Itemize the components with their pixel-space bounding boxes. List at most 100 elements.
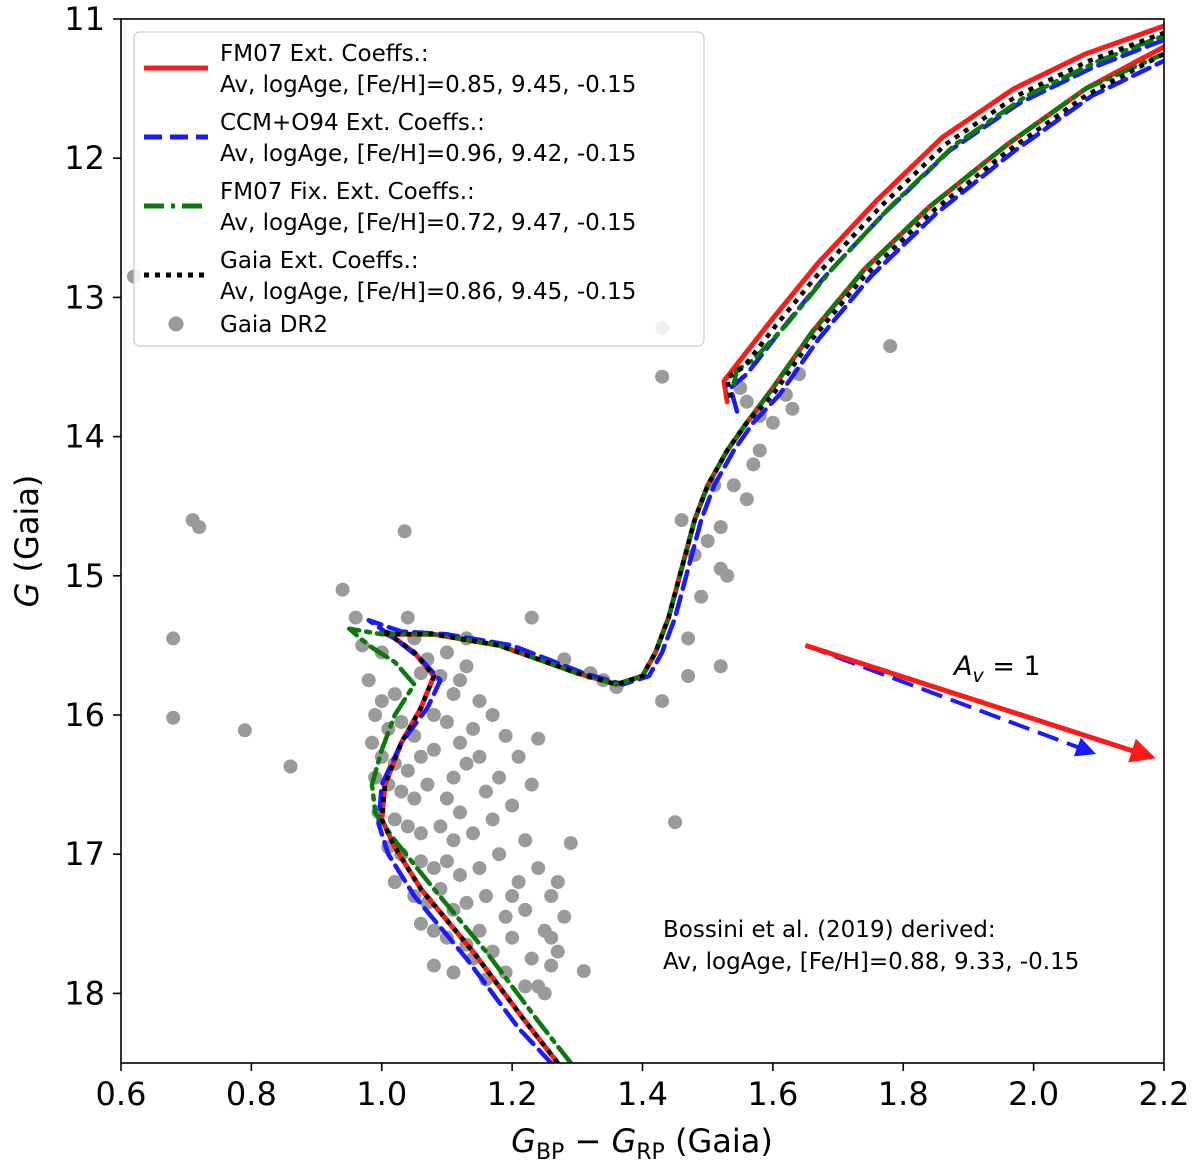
gaia-dr2-point	[426, 923, 441, 938]
legend-swatch-dr2	[168, 316, 184, 332]
legend-box	[133, 31, 705, 347]
gaia-dr2-point	[420, 777, 435, 792]
gaia-dr2-point	[453, 735, 467, 750]
y-tick-label: 16	[64, 696, 105, 734]
gaia-dr2-point	[426, 708, 441, 722]
gaia-dr2-point	[472, 694, 487, 709]
x-tick-label: 1.8	[878, 1075, 929, 1113]
gaia-dr2-point	[505, 798, 520, 813]
gaia-dr2-point	[883, 339, 898, 354]
gaia-dr2-point	[537, 923, 552, 938]
gaia-dr2-point	[459, 756, 474, 771]
gaia-dr2-point	[335, 582, 350, 597]
gaia-dr2-point	[518, 833, 533, 848]
isochrone-lines	[346, 23, 1164, 1063]
legend-label-fm07fix-line2: Av, logAge, [Fe/H]=0.72, 9.47, -0.15	[220, 210, 636, 236]
y-tick-label: 11	[64, 0, 105, 38]
gaia-dr2-point	[453, 673, 467, 688]
legend-label-gaia-line2: Av, logAge, [Fe/H]=0.86, 9.45, -0.15	[220, 279, 636, 305]
y-tick-label: 13	[64, 278, 105, 316]
x-tick-label: 1.2	[487, 1075, 538, 1113]
reddening-vector-fm07	[804, 643, 1156, 763]
y-tick-label: 14	[64, 418, 105, 456]
gaia-dr2-point	[576, 964, 591, 979]
gaia-dr2-point	[668, 815, 683, 830]
gaia-dr2-point	[681, 669, 696, 683]
isochrone-dashed-line	[366, 58, 1164, 1063]
gaia-dr2-point	[365, 735, 379, 750]
annotation-line2: Av, logAge, [Fe/H]=0.88, 9.33, -0.15	[663, 949, 1079, 975]
gaia-dr2-point	[765, 415, 780, 430]
gaia-dr2-point	[387, 812, 402, 827]
gaia-dr2-point	[531, 861, 546, 876]
y-tick-label: 15	[64, 557, 105, 595]
gaia-dr2-point	[524, 777, 539, 792]
gaia-dr2-point	[492, 847, 507, 862]
gaia-dr2-point	[713, 659, 728, 674]
gaia-dr2-point	[400, 610, 415, 625]
isochrone-dotted-line	[379, 51, 1164, 1063]
gaia-dr2-point	[752, 443, 767, 458]
gaia-dr2-point	[498, 728, 513, 743]
gaia-dr2-point	[459, 895, 474, 910]
gaia-dr2-point	[479, 784, 493, 799]
gaia-dr2-point	[531, 731, 546, 746]
gaia-dr2-point	[237, 723, 252, 738]
gaia-dr2-point	[544, 958, 559, 973]
x-axis-label: GBP − GRP (Gaia)	[511, 1122, 773, 1165]
gaia-dr2-point	[694, 589, 709, 604]
gaia-dr2-point	[361, 673, 376, 688]
x-tick-label: 0.8	[226, 1075, 277, 1113]
y-axis-label: G (Gaia)	[8, 475, 46, 608]
gaia-dr2-point	[400, 819, 415, 834]
gaia-dr2-point	[557, 652, 572, 667]
gaia-dr2-point	[439, 715, 454, 729]
gaia-dr2-point	[413, 826, 428, 841]
gaia-dr2-point	[446, 770, 461, 785]
gaia-dr2-point	[479, 889, 493, 903]
gaia-dr2-point	[283, 759, 298, 774]
gaia-dr2-point	[453, 868, 467, 883]
gaia-dr2-point	[439, 791, 454, 806]
gaia-dr2-point	[387, 687, 402, 702]
legend-label-fm07-line2: Av, logAge, [Fe/H]=0.85, 9.45, -0.15	[220, 72, 636, 98]
gaia-dr2-point	[466, 826, 480, 841]
gaia-dr2-point	[746, 457, 761, 472]
y-tick-label: 17	[64, 835, 105, 873]
gaia-dr2-point	[505, 889, 520, 903]
x-axis-ticks: 0.6 0.8 1.0 1.2 1.4 1.6 1.8 2.0 2.2	[96, 1063, 1190, 1113]
gaia-dr2-point	[446, 833, 461, 848]
legend: FM07 Ext. Coeffs.: Av, logAge, [Fe/H]=0.…	[133, 31, 705, 347]
gaia-dr2-point	[505, 930, 520, 945]
gaia-dr2-point	[739, 492, 754, 507]
gaia-dr2-point	[524, 610, 539, 625]
legend-label-ccm-line1: CCM+O94 Ext. Coeffs.:	[220, 110, 485, 136]
gaia-dr2-point	[681, 631, 696, 646]
gaia-dr2-point	[166, 631, 181, 646]
x-tick-label: 2.0	[1008, 1075, 1059, 1113]
reddening-vector-label: Av = 1	[952, 651, 1041, 687]
gaia-dr2-point	[446, 687, 461, 702]
legend-label-fm07fix-line1: FM07 Fix. Ext. Coeffs.:	[220, 179, 475, 205]
gaia-dr2-point	[785, 401, 800, 416]
gaia-dr2-point	[485, 812, 500, 827]
gaia-dr2-point	[413, 666, 428, 681]
x-tick-label: 2.2	[1139, 1075, 1190, 1113]
x-tick-label: 1.0	[356, 1075, 407, 1113]
gaia-dr2-point	[459, 659, 474, 674]
x-tick-label: 0.6	[96, 1075, 147, 1113]
gaia-dr2-point	[374, 694, 389, 709]
gaia-dr2-point	[368, 708, 383, 722]
isochrone-solid-line	[721, 23, 1164, 405]
gaia-dr2-point	[439, 854, 454, 869]
gaia-dr2-point	[537, 986, 552, 1001]
gaia-dr2-point	[426, 958, 441, 973]
gaia-dr2-point	[400, 763, 415, 778]
gaia-dr2-point	[433, 819, 448, 834]
gaia-dr2-point	[472, 749, 487, 764]
gaia-dr2-point	[739, 394, 754, 409]
gaia-dr2-point	[397, 524, 412, 539]
gaia-dr2-point	[439, 645, 454, 660]
gaia-dr2-point	[655, 369, 670, 384]
gaia-dr2-point	[726, 478, 741, 493]
